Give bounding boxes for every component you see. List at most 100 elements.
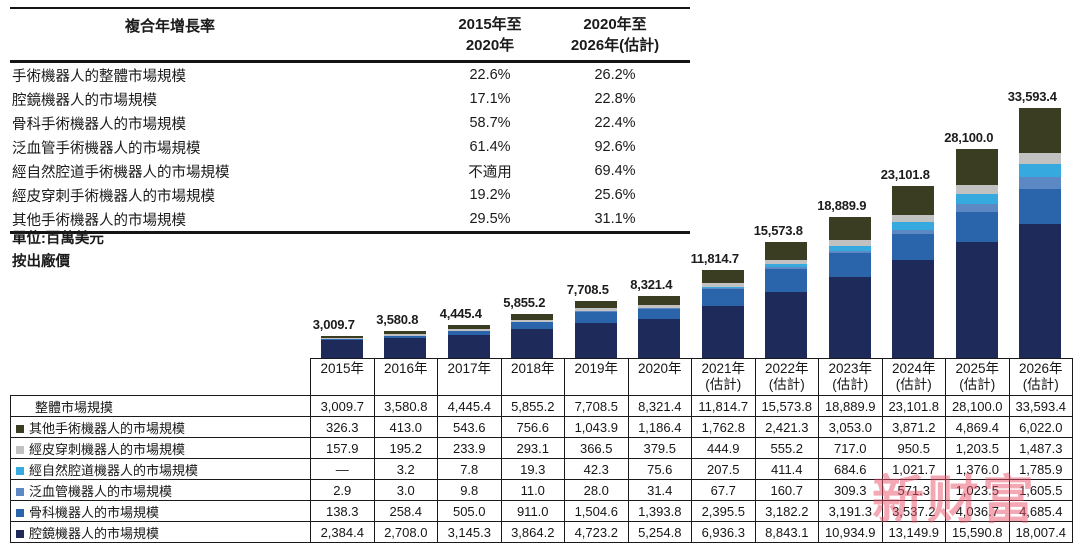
- year-header-line1: 2025年: [955, 361, 1000, 376]
- bar-total-label: 5,855.2: [503, 295, 546, 311]
- table-row-total: 整體市場規摸 3,009.7 3,580.8 4,445.4 5,855.2 7,708.…: [10, 395, 1073, 417]
- table-row-orthopedic: 骨科機器人的市場規模 138.3 258.4 505.0 911.0 1,504.6 1,3…: [10, 500, 1073, 522]
- cagr-value-2015-2020: 61.4%: [469, 139, 511, 155]
- value-cell: 3,009.7: [310, 395, 375, 417]
- year-header: 2021年 (估計): [691, 358, 756, 396]
- year-header: 2017年: [437, 358, 502, 396]
- year-header-line1: 2016年: [383, 361, 428, 376]
- bar-column-2025年(估計): 28,100.0: [944, 70, 1009, 358]
- year-header-row: 2015年 2016年 2017年 2018年 2019年 2020年 2021年 (估計) 2…: [11, 358, 1073, 396]
- cagr-col2-header: 2020年至 2026年(估計): [570, 16, 660, 54]
- row-label-panvascular: 泛血管機器人的市場規模: [10, 479, 311, 501]
- bar-segment-percutaneous: [384, 334, 427, 336]
- year-header: 2016年: [373, 358, 438, 396]
- bar-column-2019年: 7,708.5: [564, 70, 628, 358]
- bar-column-2024年(估計): 23,101.8: [881, 70, 946, 358]
- value-cell: 258.4: [373, 500, 438, 522]
- stacked-bar-chart: 3,009.7 3,580.8 4,445.4 5,855.2 7,708.5 8,321…: [310, 70, 1072, 358]
- value-cell: 18,007.4: [1008, 521, 1073, 543]
- bar-segment-other: [1019, 108, 1062, 153]
- bar-segment-panvascular: [828, 250, 871, 253]
- cagr-row-label: 腔鏡機器人的市場規模: [12, 92, 157, 109]
- bar-segment-percutaneous: [574, 308, 617, 312]
- legend-swatch-panvascular-icon: [16, 487, 24, 496]
- bar-segment-endoscopic: [384, 337, 427, 358]
- table-row-panvascular: 泛血管機器人的市場規模 2.9 3.0 9.8 11.0 28.0 31.4 67.7 160.…: [10, 479, 1073, 501]
- row-label-endoscopic: 腔鏡機器人的市場規模: [10, 521, 311, 543]
- bar-column-2021年(估計): 11,814.7: [691, 70, 755, 358]
- bar-column-2020年: 8,321.4: [628, 70, 692, 358]
- value-cell: 1,043.9: [564, 416, 629, 438]
- value-cell: 2,708.0: [373, 521, 438, 543]
- value-cell: 67.7: [691, 479, 756, 501]
- cagr-row: 腔鏡機器人的市場規模 17.1% 22.8%: [10, 87, 690, 111]
- cagr-value-2020-2026: 31.1%: [594, 211, 636, 227]
- bar-total-label: 15,573.8: [753, 223, 803, 239]
- cagr-row: 泛血管手術機器人的市場規模 61.4% 92.6%: [10, 135, 690, 159]
- table-row-percutaneous: 經皮穿刺機器人的市場規模 157.9 195.2 233.9 293.1 366.5 379…: [10, 437, 1073, 459]
- year-header: 2022年 (估計): [754, 358, 819, 396]
- bar-total-label: 7,708.5: [566, 281, 609, 297]
- value-cell: 2,384.4: [310, 521, 375, 543]
- year-header-line2: (估計): [895, 377, 932, 392]
- bar-segment-natural-orifice: [828, 245, 871, 251]
- bar-segment-percutaneous: [638, 304, 681, 308]
- cagr-row: 經皮穿刺手術機器人的市場規模 19.2% 25.6%: [10, 183, 690, 207]
- legend-swatch-other-icon: [16, 424, 24, 433]
- value-cell: 2,421.3: [754, 416, 819, 438]
- bar-column-2016年: 3,580.8: [374, 70, 438, 358]
- bar-segment-percutaneous: [447, 329, 490, 331]
- value-cell: 3,053.0: [818, 416, 883, 438]
- bar-segment-orthopedic: [701, 288, 744, 307]
- bar-segment-other: [574, 300, 617, 309]
- bar-segment-orthopedic: [828, 252, 871, 277]
- row-label-natural-orifice: 經自然腔道機器人的市場規模: [10, 458, 311, 480]
- value-cell: 4,869.4: [945, 416, 1010, 438]
- bar-segment-percutaneous: [892, 214, 935, 222]
- value-cell: 1,762.8: [691, 416, 756, 438]
- value-cell: 8,843.1: [754, 521, 819, 543]
- bar-total-label: 18,889.9: [817, 198, 867, 214]
- value-cell: 9.8: [437, 479, 502, 501]
- year-header-line1: 2020年: [637, 361, 682, 376]
- cagr-row-label: 手術機器人的整體市場規模: [12, 68, 186, 85]
- bar-segment-panvascular: [701, 288, 744, 289]
- cagr-row: 手術機器人的整體市場規模 22.6% 26.2%: [10, 63, 690, 87]
- value-cell: 157.9: [310, 437, 375, 459]
- bar-segment-percutaneous: [511, 320, 554, 323]
- bar-segment-panvascular: [892, 229, 935, 234]
- value-cell: 8,321.4: [627, 395, 692, 417]
- bar-stack: [384, 331, 427, 358]
- bar-segment-orthopedic: [511, 322, 554, 330]
- value-cell: 19.3: [500, 458, 565, 480]
- bar-total-label: 3,009.7: [312, 316, 355, 332]
- value-cell: 1,376.0: [945, 458, 1010, 480]
- cagr-value-2015-2020: 29.5%: [469, 211, 511, 227]
- bar-segment-percutaneous: [955, 185, 998, 195]
- value-cell: 5,254.8: [627, 521, 692, 543]
- bar-stack: [511, 314, 554, 358]
- year-header-line2: (估計): [768, 377, 805, 392]
- bar-segment-orthopedic: [1019, 189, 1062, 224]
- value-cell: 413.0: [373, 416, 438, 438]
- cagr-col1-header: 2015年至 2020年: [458, 16, 522, 54]
- bar-segment-endoscopic: [765, 292, 808, 358]
- bar-segment-endoscopic: [701, 306, 744, 358]
- bar-segment-endoscopic: [1019, 224, 1062, 358]
- value-cell: 366.5: [564, 437, 629, 459]
- value-cell: 950.5: [881, 437, 946, 459]
- bar-segment-other: [384, 331, 427, 335]
- bar-segment-natural-orifice: [1019, 163, 1062, 178]
- bar-total-label: 28,100.0: [944, 129, 994, 145]
- value-cell: 1,203.5: [945, 437, 1010, 459]
- bar-segment-other: [765, 242, 808, 261]
- bar-segment-endoscopic: [320, 340, 363, 358]
- value-cell: 207.5: [691, 458, 756, 480]
- year-header-line1: 2026年: [1018, 361, 1063, 376]
- value-cell: 28.0: [564, 479, 629, 501]
- value-cell: 3,191.3: [818, 500, 883, 522]
- bar-segment-natural-orifice: [955, 194, 998, 205]
- legend-swatch-natural-orifice-icon: [16, 466, 24, 475]
- value-cell: 309.3: [818, 479, 883, 501]
